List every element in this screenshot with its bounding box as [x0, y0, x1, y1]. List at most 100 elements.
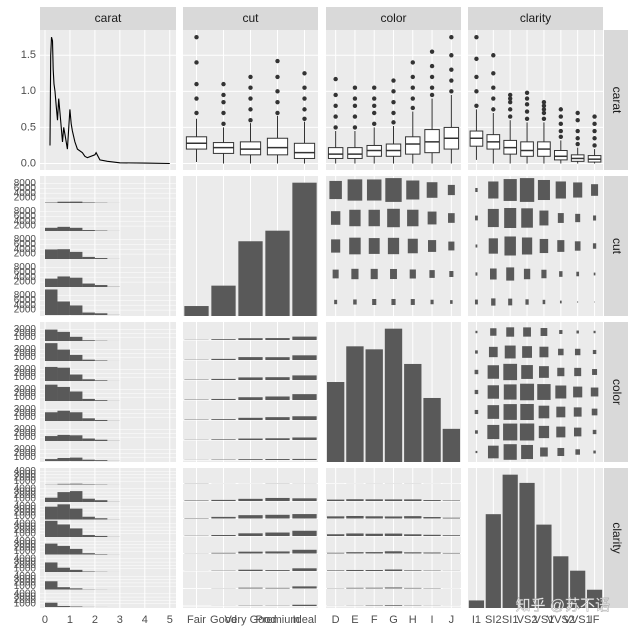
outlier [275, 110, 280, 116]
tile [592, 243, 597, 249]
tile [508, 298, 513, 306]
tile [592, 349, 597, 355]
outlier [333, 125, 338, 130]
x-tick-label: G [389, 614, 398, 626]
y-tick-label: 0.5 [21, 121, 36, 133]
tile [521, 237, 533, 255]
outlier [592, 114, 597, 119]
tile [558, 348, 564, 356]
tile [366, 179, 382, 201]
tile [506, 327, 515, 337]
tile [406, 180, 420, 200]
tile [488, 238, 498, 254]
outlier [194, 81, 199, 87]
y-tick-label: 6000 [14, 267, 37, 278]
x-tick-label: E [351, 614, 358, 626]
hist-bar [57, 457, 70, 461]
tile [449, 271, 454, 277]
hist-bar [57, 331, 70, 341]
bar [384, 551, 403, 554]
tile [506, 267, 515, 281]
tile [391, 298, 396, 306]
y-tick-label: 2000 [14, 388, 37, 399]
bar [292, 416, 317, 420]
hist-bar [82, 535, 95, 537]
tile [429, 270, 435, 278]
outlier [474, 56, 479, 62]
tile [537, 179, 550, 201]
outlier [575, 110, 580, 116]
outlier [194, 35, 199, 40]
bar [238, 569, 263, 571]
tile [540, 447, 548, 457]
tile [521, 365, 533, 379]
bar [326, 516, 345, 519]
tile [504, 345, 516, 359]
outlier [372, 110, 377, 116]
tile [387, 208, 400, 228]
outlier [410, 85, 415, 90]
hist-bar [69, 336, 83, 341]
tile [523, 327, 531, 337]
outlier [410, 96, 415, 101]
outlier [558, 128, 564, 134]
hist-bar [69, 354, 83, 361]
hist-bar [44, 289, 58, 315]
outlier [558, 107, 564, 112]
outlier [558, 134, 564, 140]
tile [521, 208, 533, 228]
hist-bar [44, 581, 58, 590]
y-tick-label: 2000 [14, 525, 37, 536]
hist-bar [82, 283, 95, 287]
hist-bar [44, 278, 58, 287]
bar [384, 605, 403, 606]
y-tick-label: 3000 [14, 324, 37, 335]
strip [40, 7, 176, 30]
y-tick-label: 3000 [14, 344, 37, 355]
tile [487, 208, 499, 228]
tile [487, 445, 499, 459]
y-tick-label: 2000 [14, 193, 37, 204]
y-tick-label: 4000 [14, 501, 37, 512]
hist-bar [69, 251, 83, 259]
bar [292, 586, 317, 589]
tile [428, 240, 437, 252]
bar [292, 336, 317, 340]
outlier [248, 85, 253, 90]
tile [351, 268, 359, 280]
y-tick-label: 2000 [14, 490, 37, 501]
box [520, 141, 534, 157]
hist-bar [82, 553, 95, 555]
x-tick-label: 2 [92, 614, 98, 626]
hist-bar [57, 367, 70, 381]
bar [346, 346, 364, 462]
outlier [248, 107, 253, 112]
outlier [248, 96, 253, 101]
tile [591, 184, 599, 196]
outlier [449, 89, 454, 94]
x-tick-label: F [371, 614, 378, 626]
tile [487, 365, 500, 379]
outlier [541, 116, 547, 121]
tile [475, 450, 478, 454]
hist-bar [44, 366, 58, 381]
y-tick-label: 1000 [14, 352, 37, 363]
tile [556, 426, 566, 438]
bar [404, 587, 422, 589]
x-tick-label: I [431, 614, 434, 626]
bar [502, 474, 518, 608]
bar [423, 397, 441, 462]
outlier [302, 107, 307, 112]
bar [384, 569, 403, 571]
tile [522, 346, 532, 358]
outlier [352, 125, 358, 130]
box [327, 147, 344, 159]
tile [410, 299, 415, 305]
x-tick-label: J [449, 614, 455, 626]
hist-bar [57, 386, 70, 401]
tile [353, 299, 357, 305]
x-tick-label: Good [210, 614, 237, 626]
y-tick-label: 2000 [14, 368, 37, 379]
bar [292, 394, 317, 400]
